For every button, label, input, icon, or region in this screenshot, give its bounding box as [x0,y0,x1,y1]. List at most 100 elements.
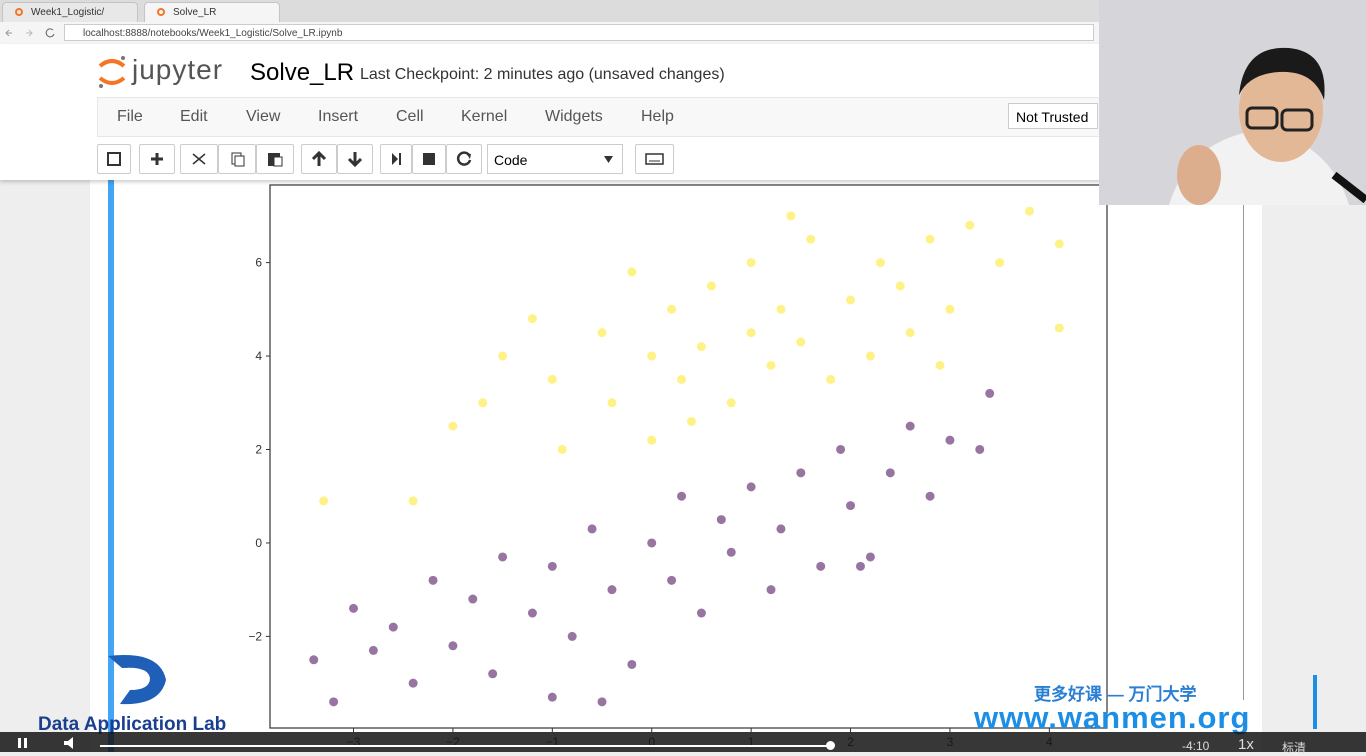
menu-item[interactable]: Insert [318,108,359,125]
icon [392,153,401,165]
point [1024,206,1034,216]
point [527,314,537,324]
address-bar: localhost:8888/notebooks/Week1_Logistic/… [0,22,1366,45]
points [309,206,1064,707]
tab[interactable]: Week1_Logistic/ [2,2,138,22]
save-button[interactable] [97,144,131,174]
point [468,594,478,604]
point [647,435,657,445]
icon [107,152,121,166]
point [478,398,488,408]
notebook-name[interactable]: Solve_LR [250,59,355,86]
point [905,421,915,431]
point [388,622,398,632]
menu-item[interactable]: Help [641,108,674,125]
point [667,304,677,314]
icon [192,153,206,165]
point [607,585,617,595]
progress[interactable] [100,745,830,747]
paste-button[interactable] [256,144,294,174]
point [547,561,557,571]
insert-button[interactable] [139,144,175,174]
logo-text[interactable]: jupyter [132,54,224,85]
move-up-button[interactable] [301,144,337,174]
point [836,444,846,454]
menu-item[interactable]: View [246,108,281,125]
point [647,351,657,361]
point [716,515,726,525]
presenter [1099,0,1366,205]
menu-item[interactable]: Widgets [545,108,603,125]
point [875,258,885,268]
speed[interactable]: 1x [1238,736,1254,753]
move-down-button[interactable] [337,144,373,174]
point [567,631,577,641]
tab-bar: Week1_Logistic/Solve_LR [0,0,1366,22]
point [627,659,637,669]
point [448,641,458,651]
y-tick-label: −2 [248,629,262,643]
menu-item[interactable]: Edit [180,108,208,125]
copy-button[interactable] [218,144,256,174]
quality[interactable]: 标清 [1282,741,1307,755]
url[interactable]: localhost:8888/notebooks/Week1_Logistic/… [64,24,1094,41]
trust-button[interactable]: Not Trusted [1008,103,1098,129]
point [527,608,537,618]
point [696,608,706,618]
point [1054,323,1064,333]
point [796,337,806,347]
point [766,360,776,370]
point [746,258,756,268]
point [448,421,458,431]
point [746,328,756,338]
point [587,524,597,534]
point [925,234,935,244]
point [855,561,865,571]
webcam-video [1099,0,1366,205]
point [547,692,557,702]
cell-border [1243,180,1244,700]
point [945,435,955,445]
restart-button[interactable] [446,144,482,174]
point [349,603,359,613]
tab[interactable]: Solve_LR [144,2,280,22]
icon [268,153,283,167]
icon [231,152,245,167]
menu-item[interactable]: Kernel [461,108,508,125]
point [667,575,677,585]
point [319,496,329,506]
point [945,304,955,314]
point [746,482,756,492]
point [647,538,657,548]
point [408,678,418,688]
point [885,468,895,478]
lab-watermark: Data Application Lab [38,714,227,735]
point [776,304,786,314]
icon [645,153,664,165]
cut-button[interactable] [180,144,218,174]
run-button[interactable] [380,144,412,174]
cell-type-select[interactable]: Code [487,144,623,174]
point [368,645,378,655]
point [677,374,687,384]
nav-icons [5,28,55,38]
keyboard-button[interactable] [635,144,674,174]
menu-bar: Not Trusted File Edit View Insert Cell Kernel… [97,97,1139,137]
plot-area [269,184,1108,729]
point [766,585,776,595]
stop-button[interactable] [412,144,446,174]
menu-item[interactable]: Cell [396,108,424,125]
menu-item[interactable]: File [117,108,143,125]
cell-type: Code [494,152,528,168]
site-watermark: www.wanmen.org [974,700,1251,735]
progress-handle[interactable] [826,741,835,750]
y-tick-label: 0 [255,536,262,550]
promo-watermark: 更多好课 — 万门大学 [1034,685,1197,704]
point [1054,239,1064,249]
icon [151,153,163,165]
y-tick-label: 4 [255,349,262,363]
point [985,388,995,398]
point [547,374,557,384]
point [309,655,319,665]
